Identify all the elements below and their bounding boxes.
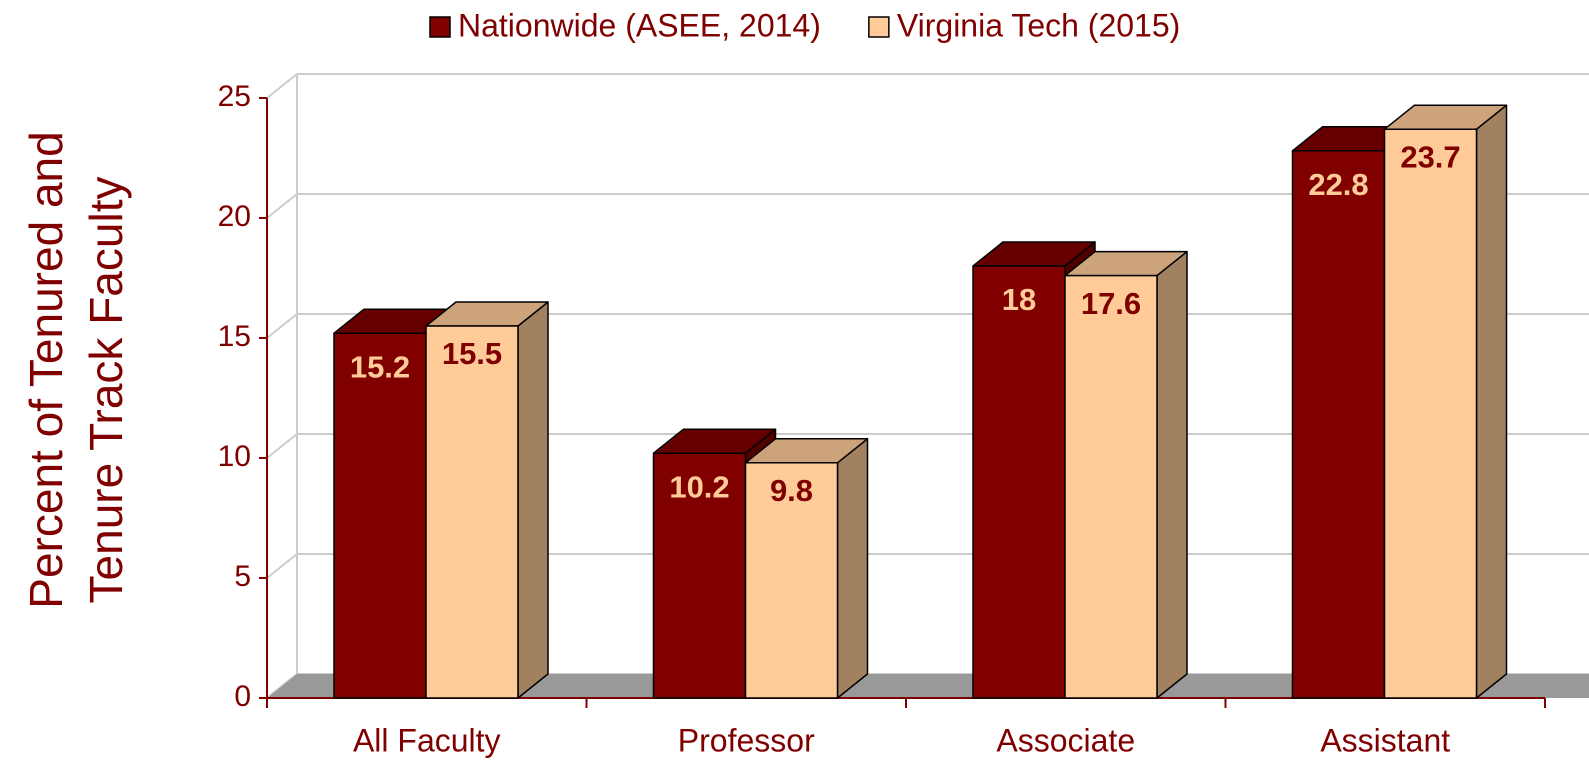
y-tick-label: 10 bbox=[218, 440, 251, 473]
grid-line-side bbox=[266, 553, 298, 579]
bar-front bbox=[333, 332, 427, 699]
bar bbox=[744, 438, 869, 699]
y-axis-title: Percent of Tenured and bbox=[20, 131, 72, 608]
y-tick-label: 5 bbox=[234, 560, 251, 593]
grid-line-side bbox=[266, 193, 298, 219]
data-label: 10.2 bbox=[669, 469, 729, 504]
x-tick-label: All Faculty bbox=[353, 722, 501, 758]
legend-label: Virginia Tech (2015) bbox=[897, 7, 1180, 43]
bar-front bbox=[744, 462, 839, 699]
legend-swatch bbox=[429, 16, 451, 38]
bar-front bbox=[1383, 128, 1478, 699]
grid-line-side bbox=[266, 313, 298, 339]
data-label: 23.7 bbox=[1400, 139, 1460, 174]
bar-side bbox=[517, 301, 549, 699]
bar-front bbox=[652, 452, 747, 699]
data-label: 22.8 bbox=[1308, 167, 1368, 202]
bar bbox=[1064, 250, 1188, 699]
legend-label: Nationwide (ASEE, 2014) bbox=[458, 7, 821, 43]
bar-front bbox=[425, 325, 519, 699]
grid-line-side bbox=[266, 433, 298, 459]
legend-swatch bbox=[868, 16, 890, 38]
bar-front bbox=[1291, 150, 1386, 699]
data-label: 18 bbox=[1002, 282, 1036, 317]
data-label: 15.5 bbox=[442, 336, 502, 371]
bar-side bbox=[1156, 250, 1188, 699]
y-tick-label: 25 bbox=[218, 80, 251, 113]
bar-side bbox=[1475, 104, 1508, 699]
grid-line-side bbox=[266, 73, 298, 99]
data-label: 15.2 bbox=[350, 349, 410, 384]
data-label: 9.8 bbox=[770, 473, 813, 508]
bar-front bbox=[1064, 274, 1158, 699]
floor bbox=[267, 674, 1589, 698]
y-axis-title: Tenure Track Faculty bbox=[80, 177, 132, 604]
data-label: 17.6 bbox=[1081, 286, 1141, 321]
y-tick-label: 20 bbox=[218, 200, 251, 233]
bar-front bbox=[972, 265, 1066, 699]
x-tick-label: Associate bbox=[996, 722, 1135, 758]
bar-side bbox=[836, 438, 869, 699]
y-tick-label: 0 bbox=[234, 680, 251, 713]
y-tick-label: 15 bbox=[218, 320, 251, 353]
x-tick-label: Professor bbox=[678, 722, 815, 758]
bar bbox=[1383, 104, 1508, 699]
legend: Nationwide (ASEE, 2014) Virginia Tech (20… bbox=[429, 7, 1180, 43]
x-tick-label: Assistant bbox=[1320, 722, 1450, 758]
bar bbox=[425, 301, 549, 699]
